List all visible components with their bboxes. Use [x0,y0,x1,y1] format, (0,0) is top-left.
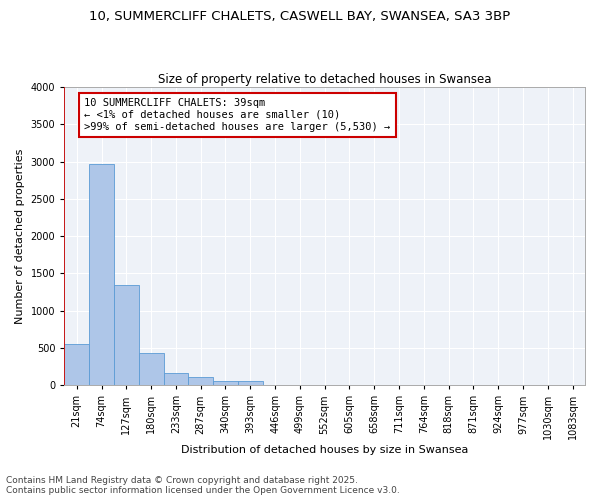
Text: Contains HM Land Registry data © Crown copyright and database right 2025.
Contai: Contains HM Land Registry data © Crown c… [6,476,400,495]
Bar [164,373,188,385]
Bar [188,377,213,385]
Bar [139,353,164,385]
Bar [213,380,238,385]
Bar [114,284,139,385]
X-axis label: Distribution of detached houses by size in Swansea: Distribution of detached houses by size … [181,445,469,455]
Y-axis label: Number of detached properties: Number of detached properties [15,148,25,324]
Bar [89,164,114,385]
Bar [64,344,89,385]
Text: 10, SUMMERCLIFF CHALETS, CASWELL BAY, SWANSEA, SA3 3BP: 10, SUMMERCLIFF CHALETS, CASWELL BAY, SW… [89,10,511,23]
Title: Size of property relative to detached houses in Swansea: Size of property relative to detached ho… [158,73,491,86]
Text: 10 SUMMERCLIFF CHALETS: 39sqm
← <1% of detached houses are smaller (10)
>99% of : 10 SUMMERCLIFF CHALETS: 39sqm ← <1% of d… [84,98,391,132]
Bar [238,382,263,385]
